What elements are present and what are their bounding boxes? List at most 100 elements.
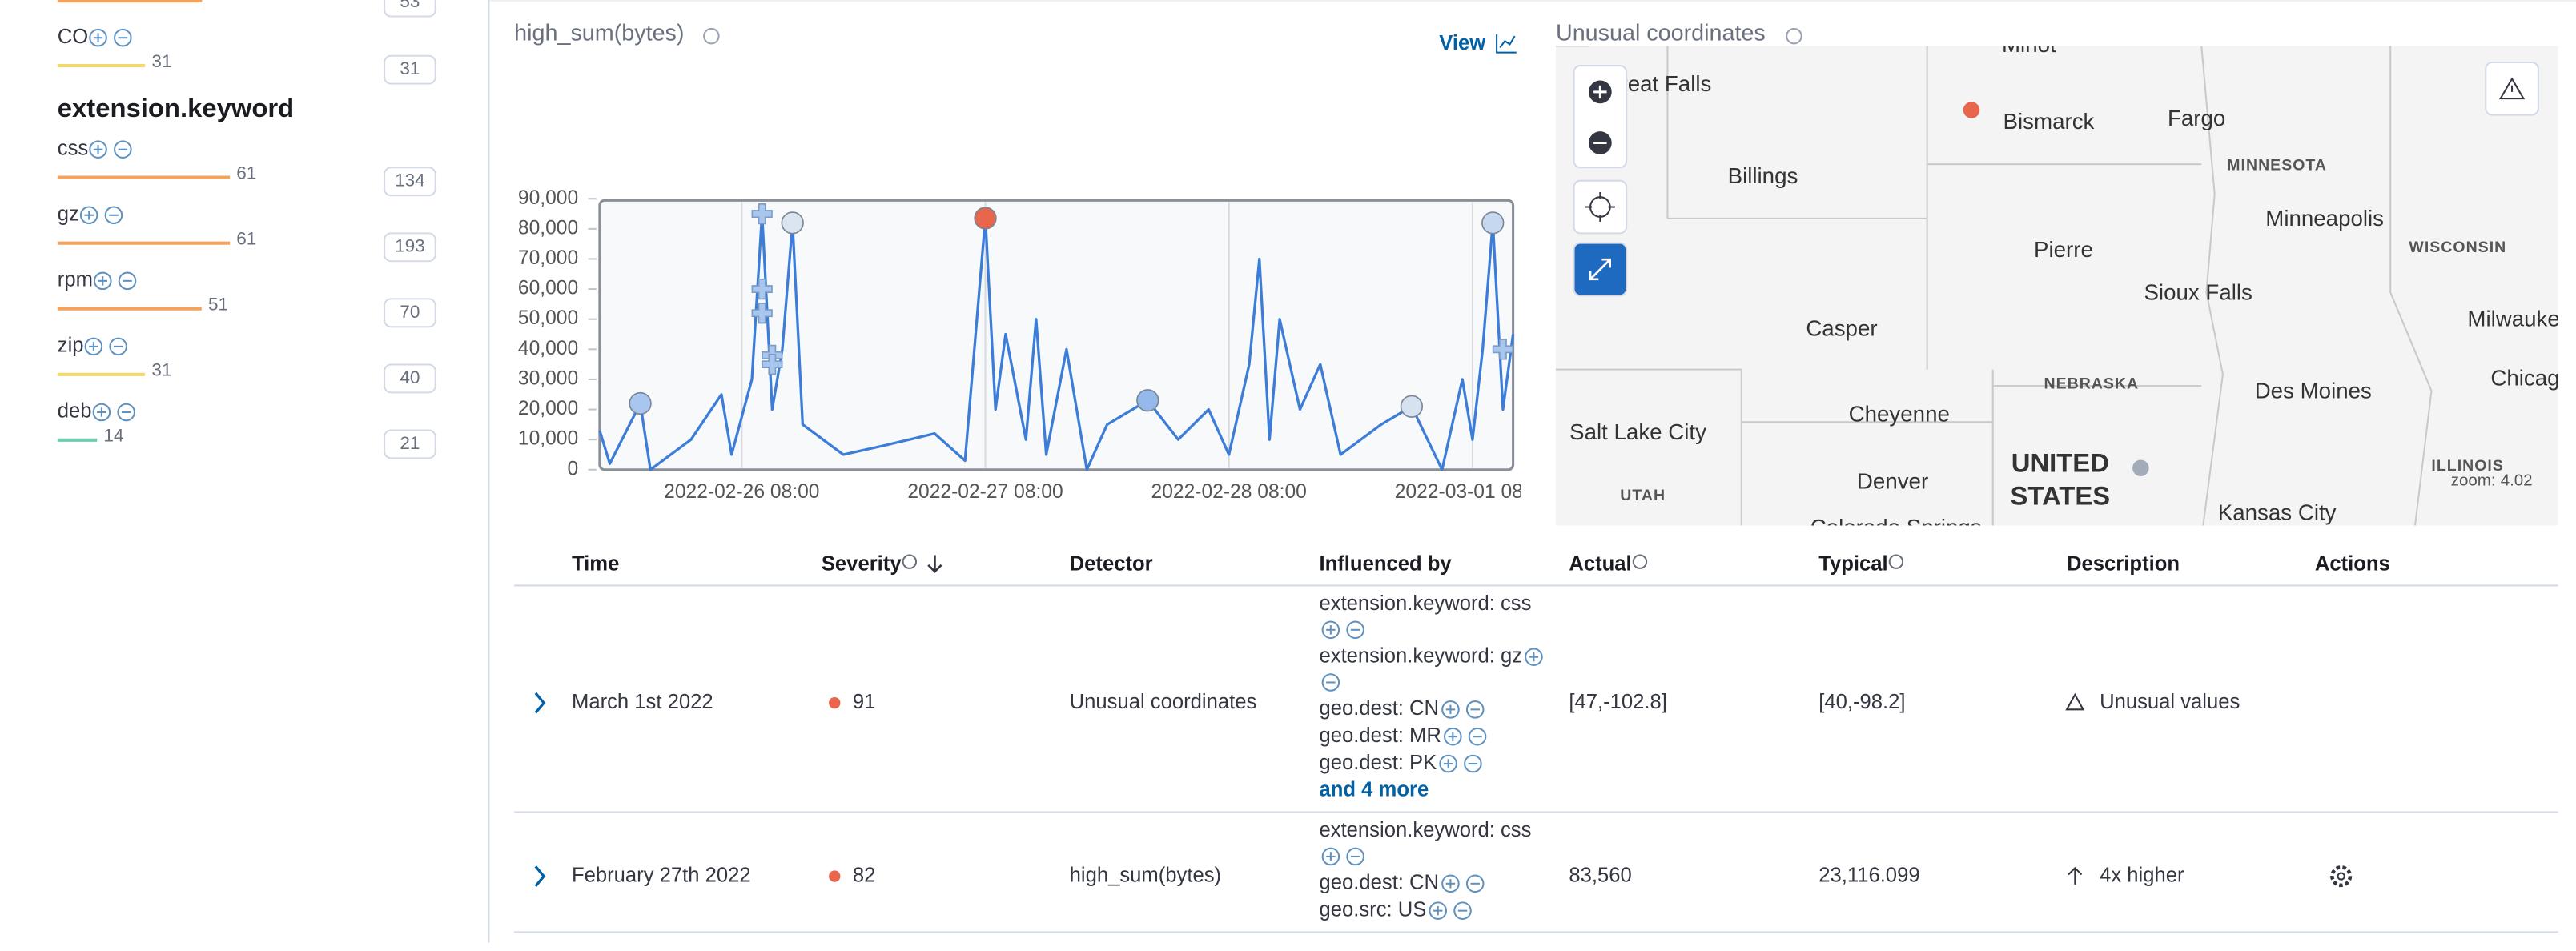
map-label: Fargo [2168, 106, 2225, 130]
anomaly-table: Time Severity Detector Influenced by Actual T… [514, 553, 2558, 933]
icon [2498, 77, 2526, 100]
filter-for-button[interactable] [79, 206, 98, 225]
icon [114, 140, 132, 158]
anomaly-marker[interactable] [1400, 395, 1424, 418]
filter-out-button[interactable] [1465, 874, 1485, 893]
column-header[interactable]: Influenced by [1320, 553, 1453, 576]
map-label: UNITED [2011, 447, 2109, 477]
anomaly-marker[interactable] [781, 211, 804, 235]
icon [1439, 754, 1457, 773]
map-point[interactable] [1963, 102, 1980, 118]
filter-for-button[interactable] [1439, 754, 1457, 773]
icon [1321, 620, 1340, 640]
chart: high_sum(bytes) View 0 10,000 20,000 30,000 40… [514, 21, 1521, 503]
filter-for-button[interactable] [92, 403, 111, 422]
icon [1464, 754, 1482, 773]
field-value: CO [58, 26, 88, 48]
help-icon [1632, 554, 1648, 569]
expand-button[interactable] [534, 692, 546, 714]
icon [84, 337, 103, 356]
filter-out-button[interactable] [1468, 727, 1487, 746]
description-icon [2068, 866, 2083, 885]
icon [89, 28, 107, 47]
map-label: Bismarck [2003, 109, 2095, 134]
field-value: rpm [58, 269, 93, 291]
column-header[interactable]: Description [2067, 553, 2180, 576]
icon [1468, 727, 1487, 746]
influencer: extension.keyword: css [1320, 819, 1532, 841]
sort-icon [927, 555, 942, 573]
filter-out-button[interactable] [1321, 673, 1340, 692]
expand-button[interactable] [534, 865, 546, 887]
filter-for-button[interactable] [1321, 847, 1340, 866]
map: Unusual coordinates Minot reat Falls Bismar… [1556, 21, 2559, 540]
column-header[interactable]: Actions [2315, 553, 2390, 576]
map-label: Milwauke [2467, 306, 2559, 331]
filter-for-button[interactable] [84, 337, 103, 356]
influencer: extension.keyword: css [1320, 592, 1532, 615]
map-label: Minneapolis [2265, 206, 2384, 231]
show-more-link[interactable]: and 4 more [1320, 779, 1429, 801]
column-header[interactable]: Typical [1818, 553, 1887, 576]
help-icon [1888, 554, 1904, 569]
anomaly-marker[interactable] [1481, 211, 1505, 235]
zoom-controls[interactable] [1573, 65, 1628, 169]
filter-out-button[interactable] [118, 271, 137, 291]
column-header[interactable]: Severity [822, 553, 902, 576]
icon [1321, 847, 1340, 866]
filter-out-button[interactable] [1464, 754, 1482, 773]
actions-button[interactable] [2330, 865, 2353, 888]
icon [109, 337, 127, 356]
anomaly-marker[interactable] [1136, 389, 1159, 412]
field-value: zip [58, 335, 84, 357]
icon [1589, 258, 1611, 281]
column-header[interactable]: Actual [1569, 553, 1631, 576]
filter-for-button[interactable] [1429, 901, 1448, 920]
map-label: WISCONSIN [2409, 239, 2506, 256]
y-tick-label: 90,000 [518, 187, 578, 209]
locate-button[interactable] [1573, 179, 1628, 235]
y-tick-label: 30,000 [518, 367, 578, 389]
anomaly-marker[interactable] [629, 391, 652, 415]
multi-bucket-marker [751, 203, 773, 225]
filter-for-button[interactable] [1441, 874, 1460, 893]
filter-out-button[interactable] [114, 140, 132, 158]
icon [1321, 673, 1340, 692]
filter-out-button[interactable] [114, 28, 132, 47]
filter-for-button[interactable] [89, 28, 107, 47]
icon [104, 206, 123, 225]
filter-for-button[interactable] [1321, 620, 1340, 640]
map-label: Colorado Springs [1810, 515, 1982, 540]
filter-for-button[interactable] [1525, 648, 1543, 666]
view-link[interactable]: View [1439, 32, 1485, 54]
anomaly-marker[interactable] [974, 207, 997, 230]
column-header[interactable]: Detector [1070, 553, 1153, 576]
filter-out-button[interactable] [1465, 700, 1485, 719]
filter-out-button[interactable] [109, 337, 127, 356]
map-label: Pierre [2034, 237, 2093, 262]
multi-bucket-marker [751, 278, 773, 300]
filter-out-button[interactable] [1346, 620, 1364, 640]
filter-out-button[interactable] [104, 206, 123, 225]
description: 4x higher [2100, 864, 2184, 886]
filter-for-button[interactable] [93, 271, 112, 291]
severity: 91 [853, 691, 876, 713]
field-value: gz [58, 203, 79, 226]
map-point[interactable] [2132, 459, 2149, 476]
icon [1465, 700, 1485, 719]
help-icon [703, 27, 720, 45]
filter-out-button[interactable] [1453, 901, 1472, 920]
filter-out-button[interactable] [1346, 847, 1364, 866]
filter-out-button[interactable] [117, 403, 135, 422]
time: March 1st 2022 [572, 691, 713, 713]
count-text: 193 [395, 236, 425, 256]
count-text: 53 [400, 0, 420, 11]
filter-for-button[interactable] [89, 140, 107, 158]
count-text: 21 [400, 433, 420, 453]
filter-for-button[interactable] [1441, 700, 1460, 719]
multi-bucket-marker [751, 303, 773, 324]
filter-for-button[interactable] [1443, 727, 1462, 746]
chart-title: high_sum(bytes) [514, 21, 684, 46]
column-header[interactable]: Time [572, 553, 619, 576]
